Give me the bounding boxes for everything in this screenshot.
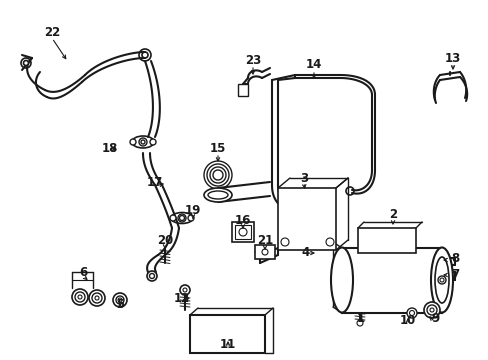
Text: 17: 17 bbox=[146, 175, 163, 189]
Text: 22: 22 bbox=[44, 26, 60, 39]
Text: 16: 16 bbox=[234, 213, 251, 226]
Circle shape bbox=[356, 320, 362, 326]
Text: 5: 5 bbox=[116, 298, 124, 311]
Ellipse shape bbox=[430, 248, 452, 312]
Circle shape bbox=[179, 216, 184, 220]
Text: 15: 15 bbox=[209, 141, 226, 154]
Circle shape bbox=[180, 285, 190, 295]
Text: 9: 9 bbox=[430, 311, 438, 324]
Circle shape bbox=[187, 215, 194, 221]
Circle shape bbox=[78, 295, 82, 299]
Bar bbox=[238, 84, 247, 96]
Circle shape bbox=[118, 298, 122, 302]
Circle shape bbox=[406, 308, 416, 318]
Text: 18: 18 bbox=[102, 141, 118, 154]
Bar bbox=[231, 222, 253, 242]
Text: 7: 7 bbox=[450, 269, 458, 282]
Bar bbox=[235, 225, 250, 239]
Text: 6: 6 bbox=[79, 266, 87, 279]
Circle shape bbox=[89, 290, 105, 306]
Circle shape bbox=[113, 293, 127, 307]
Circle shape bbox=[130, 139, 136, 145]
Bar bbox=[278, 188, 335, 250]
Bar bbox=[357, 228, 415, 253]
Text: 1: 1 bbox=[356, 312, 365, 325]
Circle shape bbox=[429, 308, 433, 312]
Text: 19: 19 bbox=[184, 203, 201, 216]
Text: 3: 3 bbox=[299, 171, 307, 184]
Text: 2: 2 bbox=[388, 208, 396, 221]
Text: 11: 11 bbox=[220, 338, 236, 351]
Bar bbox=[190, 315, 264, 353]
Ellipse shape bbox=[203, 188, 231, 202]
Circle shape bbox=[72, 289, 88, 305]
Text: 14: 14 bbox=[305, 58, 322, 72]
Text: 12: 12 bbox=[174, 292, 190, 305]
Circle shape bbox=[150, 139, 156, 145]
Text: 8: 8 bbox=[450, 252, 458, 265]
Text: 4: 4 bbox=[301, 247, 309, 260]
Circle shape bbox=[95, 296, 99, 300]
Bar bbox=[254, 245, 274, 259]
Text: 23: 23 bbox=[244, 54, 261, 67]
Circle shape bbox=[423, 302, 439, 318]
Circle shape bbox=[439, 278, 443, 282]
Ellipse shape bbox=[330, 248, 352, 312]
Text: 10: 10 bbox=[399, 314, 415, 327]
Bar bbox=[341, 248, 441, 313]
Text: 21: 21 bbox=[256, 234, 273, 247]
Circle shape bbox=[170, 215, 176, 221]
Circle shape bbox=[23, 60, 28, 66]
Text: 13: 13 bbox=[444, 51, 460, 64]
Text: 20: 20 bbox=[157, 234, 173, 247]
